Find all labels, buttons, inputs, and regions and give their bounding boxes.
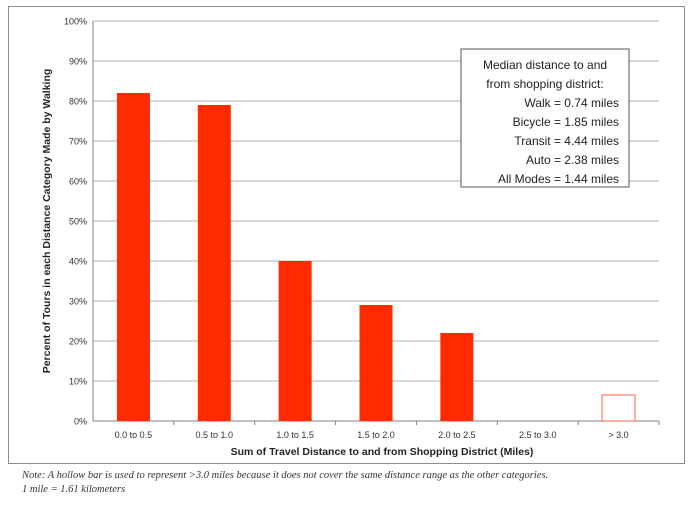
y-tick-label: 40% [69,257,87,267]
bar [197,105,231,421]
x-tick-label: 2.5 to 3.0 [519,430,557,440]
annotation-line: Auto = 2.38 miles [526,153,619,167]
annotation-line: Walk = 0.74 miles [524,96,619,110]
x-tick-label: 0.5 to 1.0 [196,430,234,440]
x-axis-title: Sum of Travel Distance to and from Shopp… [231,446,534,458]
annotation-line: All Modes = 1.44 miles [498,172,619,186]
y-tick-label: 10% [69,377,87,387]
y-tick-label: 90% [69,57,87,67]
annotation-box [460,48,630,188]
bar-chart: 0% 10% 20% 30% 40% 50% 60% 70% 80% 90% 100% 0.0 to … [41,17,660,458]
x-tick-label: 0.0 to 0.5 [115,430,153,440]
y-tick-label: 30% [69,297,87,307]
x-tick-label: 2.0 to 2.5 [438,430,476,440]
x-tick-label: > 3.0 [608,430,628,440]
note-line-1: Note: A hollow bar is used to represent … [22,470,549,481]
annotation-line: from shopping district: [486,77,603,91]
bar [359,305,393,421]
bar [440,333,474,421]
hollow-bar [601,394,636,422]
y-axis-title: Percent of Tours in each Distance Catego… [41,69,53,374]
y-tick-label: 50% [69,217,87,227]
y-tick-label: 100% [64,17,87,27]
y-tick-label: 70% [69,137,87,147]
annotation-line: Transit = 4.44 miles [514,134,619,148]
bar [116,93,150,421]
y-tick-label: 20% [69,337,87,347]
bar [278,261,312,421]
x-tick-label: 1.0 to 1.5 [276,430,314,440]
annotation-line: Median distance to and [483,58,607,72]
chart-frame [8,6,685,464]
x-tick-label: 1.5 to 2.0 [357,430,395,440]
annotation-line: Bicycle = 1.85 miles [513,115,619,129]
figure-note: Note: A hollow bar is used to represent … [22,469,694,497]
y-tick-label: 80% [69,97,87,107]
y-tick-label: 0% [74,417,87,427]
y-tick-label: 60% [69,177,87,187]
note-line-2: 1 mile = 1.61 kilometers [22,484,126,495]
